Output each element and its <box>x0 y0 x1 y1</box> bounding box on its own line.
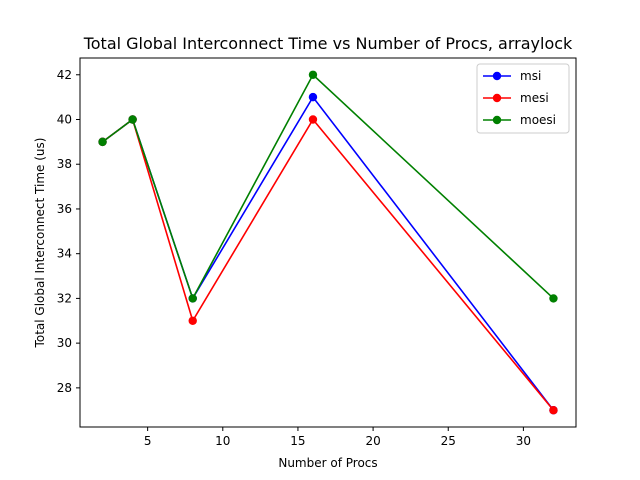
data-point-msi <box>308 92 318 102</box>
data-point-mesi <box>308 115 318 124</box>
data-point-moesi <box>308 70 318 79</box>
y-tick-label: 38 <box>57 157 72 171</box>
legend-label-msi: msi <box>520 69 541 83</box>
x-tick-label: 25 <box>441 434 456 448</box>
y-tick-label: 36 <box>57 202 72 216</box>
y-tick-label: 34 <box>57 247 72 261</box>
plot-frame <box>79 57 577 428</box>
legend: msi mesi moesi <box>476 63 570 134</box>
legend-marker-msi <box>492 71 502 81</box>
x-tick-label: 30 <box>516 434 531 448</box>
y-tick-label: 28 <box>57 381 72 395</box>
y-tick-label: 42 <box>57 68 72 82</box>
y-axis: 28 30 32 34 36 38 40 42 <box>57 68 80 395</box>
legend-label-moesi: moesi <box>520 113 556 127</box>
data-point-moesi <box>188 294 197 303</box>
x-axis: 5 10 15 20 25 30 <box>144 427 531 448</box>
legend-marker-mesi <box>492 93 502 103</box>
legend-box <box>476 63 570 134</box>
x-tick-label: 10 <box>215 434 230 448</box>
data-point-moesi <box>98 137 107 147</box>
x-tick-label: 15 <box>290 434 305 448</box>
x-tick-label: 5 <box>144 434 152 448</box>
y-tick-label: 40 <box>57 113 72 127</box>
x-tick-label: 20 <box>365 434 380 448</box>
data-point-mesi <box>188 316 197 325</box>
series-layer <box>98 70 558 415</box>
legend-label-mesi: mesi <box>520 91 549 105</box>
data-point-moesi <box>549 294 558 303</box>
y-tick-label: 32 <box>57 291 72 305</box>
y-tick-label: 30 <box>57 336 72 350</box>
y-axis-label: Total Global Interconnect Time (us) <box>33 138 47 349</box>
data-point-mesi <box>549 406 558 415</box>
x-axis-label: Number of Procs <box>278 456 377 470</box>
chart-title: Total Global Interconnect Time vs Number… <box>83 34 573 53</box>
data-point-moesi <box>128 115 137 124</box>
legend-marker-moesi <box>492 115 502 125</box>
